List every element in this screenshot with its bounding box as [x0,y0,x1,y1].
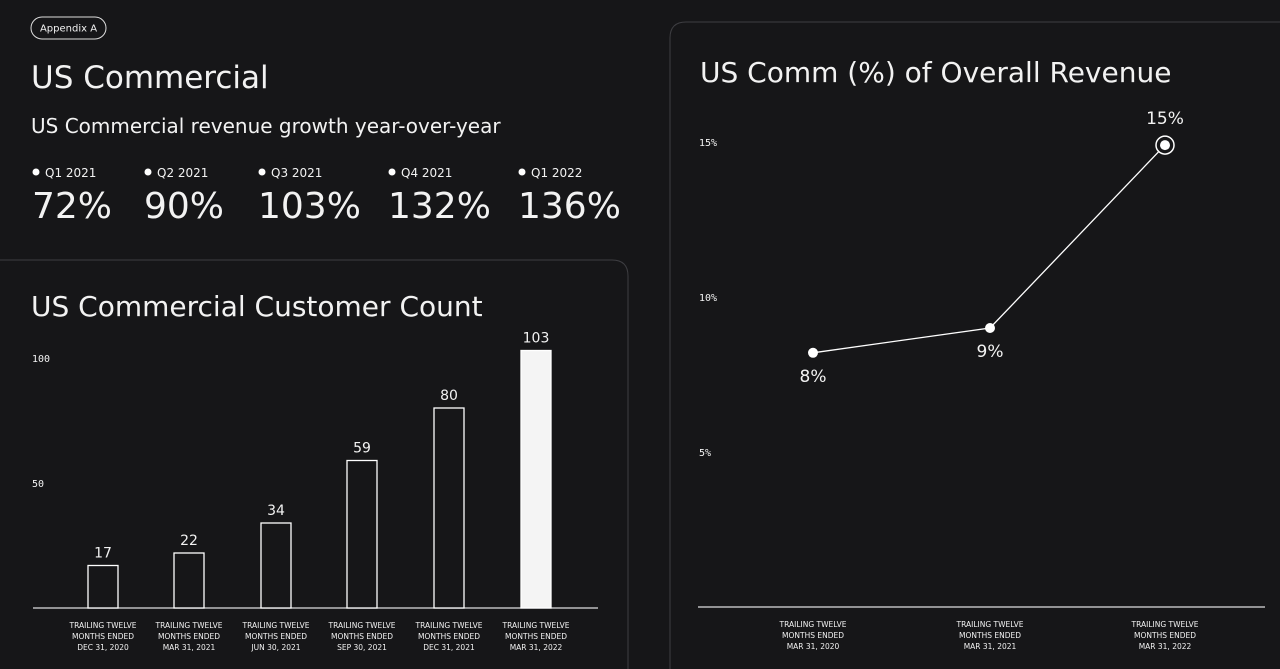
x-tick-label: TRAILING TWELVE [155,621,223,630]
badge: Appendix A [40,24,97,35]
x-tick-label: TRAILING TWELVE [779,620,847,629]
x-tick-label: MONTHS ENDED [418,632,480,641]
x-tick-label: MONTHS ENDED [782,631,844,640]
subtitle: US Commercial revenue growth year-over-y… [31,114,501,138]
kpi-value: 132% [388,186,491,227]
kpi-label: Q3 2021 [271,166,322,180]
x-tick-label: SEP 30, 2021 [337,643,387,652]
bar [346,459,378,609]
x-tick-label: JUN 30, 2021 [250,643,300,652]
kpi-value: 72% [32,186,112,227]
value-label: 59 [353,441,371,457]
x-tick-label: MAR 31, 2022 [1139,642,1192,651]
value-label: 9% [977,342,1004,362]
kpi-value: 103% [258,186,361,227]
kpi-label: Q1 2021 [45,166,96,180]
kpi-dot [388,168,396,176]
kpi-label: Q1 2022 [531,166,582,180]
chart-title: US Commercial Customer Count [31,290,483,323]
point [808,347,818,358]
value-label: 34 [267,503,285,519]
kpi-label: Q4 2021 [401,166,452,180]
x-tick-label: TRAILING TWELVE [242,621,310,630]
bar [173,552,205,609]
x-tick-label: DEC 31, 2020 [77,643,129,652]
y-tick-label: 50 [32,479,44,490]
x-tick-label: MAR 31, 2020 [787,642,840,651]
kpi-value: 136% [518,186,621,227]
x-tick-label: MONTHS ENDED [1134,631,1196,640]
x-tick-label: TRAILING TWELVE [502,621,570,630]
x-tick-label: MAR 31, 2021 [163,643,216,652]
kpi-value: 90% [144,186,224,227]
kpi-dot [258,168,266,176]
value-label: 103 [523,331,550,347]
x-tick-label: TRAILING TWELVE [328,621,396,630]
y-tick-label: 100 [32,354,50,365]
y-tick-label: 5% [699,448,711,459]
value-label: 8% [800,367,827,387]
value-label: 17 [94,546,112,562]
kpi-label: Q2 2021 [157,166,208,180]
badge-outline [30,16,107,40]
x-tick-label: MONTHS ENDED [245,632,307,641]
x-tick-label: MONTHS ENDED [331,632,393,641]
bar [433,407,465,609]
value-label: 15% [1146,109,1184,129]
panel-right [669,21,1280,669]
kpi-dot [144,168,152,176]
x-tick-label: MONTHS ENDED [959,631,1021,640]
kpi-dot [518,168,526,176]
kpi-dot [32,168,40,176]
y-tick-label: 15% [699,138,717,149]
y-tick-label: 10% [699,293,717,304]
x-tick-label: DEC 31, 2021 [423,643,475,652]
point [985,323,995,333]
value-label: 80 [440,388,458,404]
bar [520,349,552,609]
page-title: US Commercial [31,60,269,96]
x-tick-label: MONTHS ENDED [158,632,220,641]
x-tick-label: MAR 31, 2022 [510,643,563,652]
x-tick-label: MAR 31, 2021 [964,642,1017,651]
x-tick-label: TRAILING TWELVE [415,621,483,630]
panel-left [0,259,629,669]
point [1160,140,1170,151]
x-tick-label: MONTHS ENDED [505,632,567,641]
x-tick-label: TRAILING TWELVE [69,621,137,630]
bar [87,564,119,609]
chart-title: US Comm (%) of Overall Revenue [700,56,1171,89]
bar [260,522,292,609]
x-tick-label: MONTHS ENDED [72,632,134,641]
x-tick-label: TRAILING TWELVE [1131,620,1199,629]
value-label: 22 [180,533,198,549]
x-tick-label: TRAILING TWELVE [956,620,1024,629]
